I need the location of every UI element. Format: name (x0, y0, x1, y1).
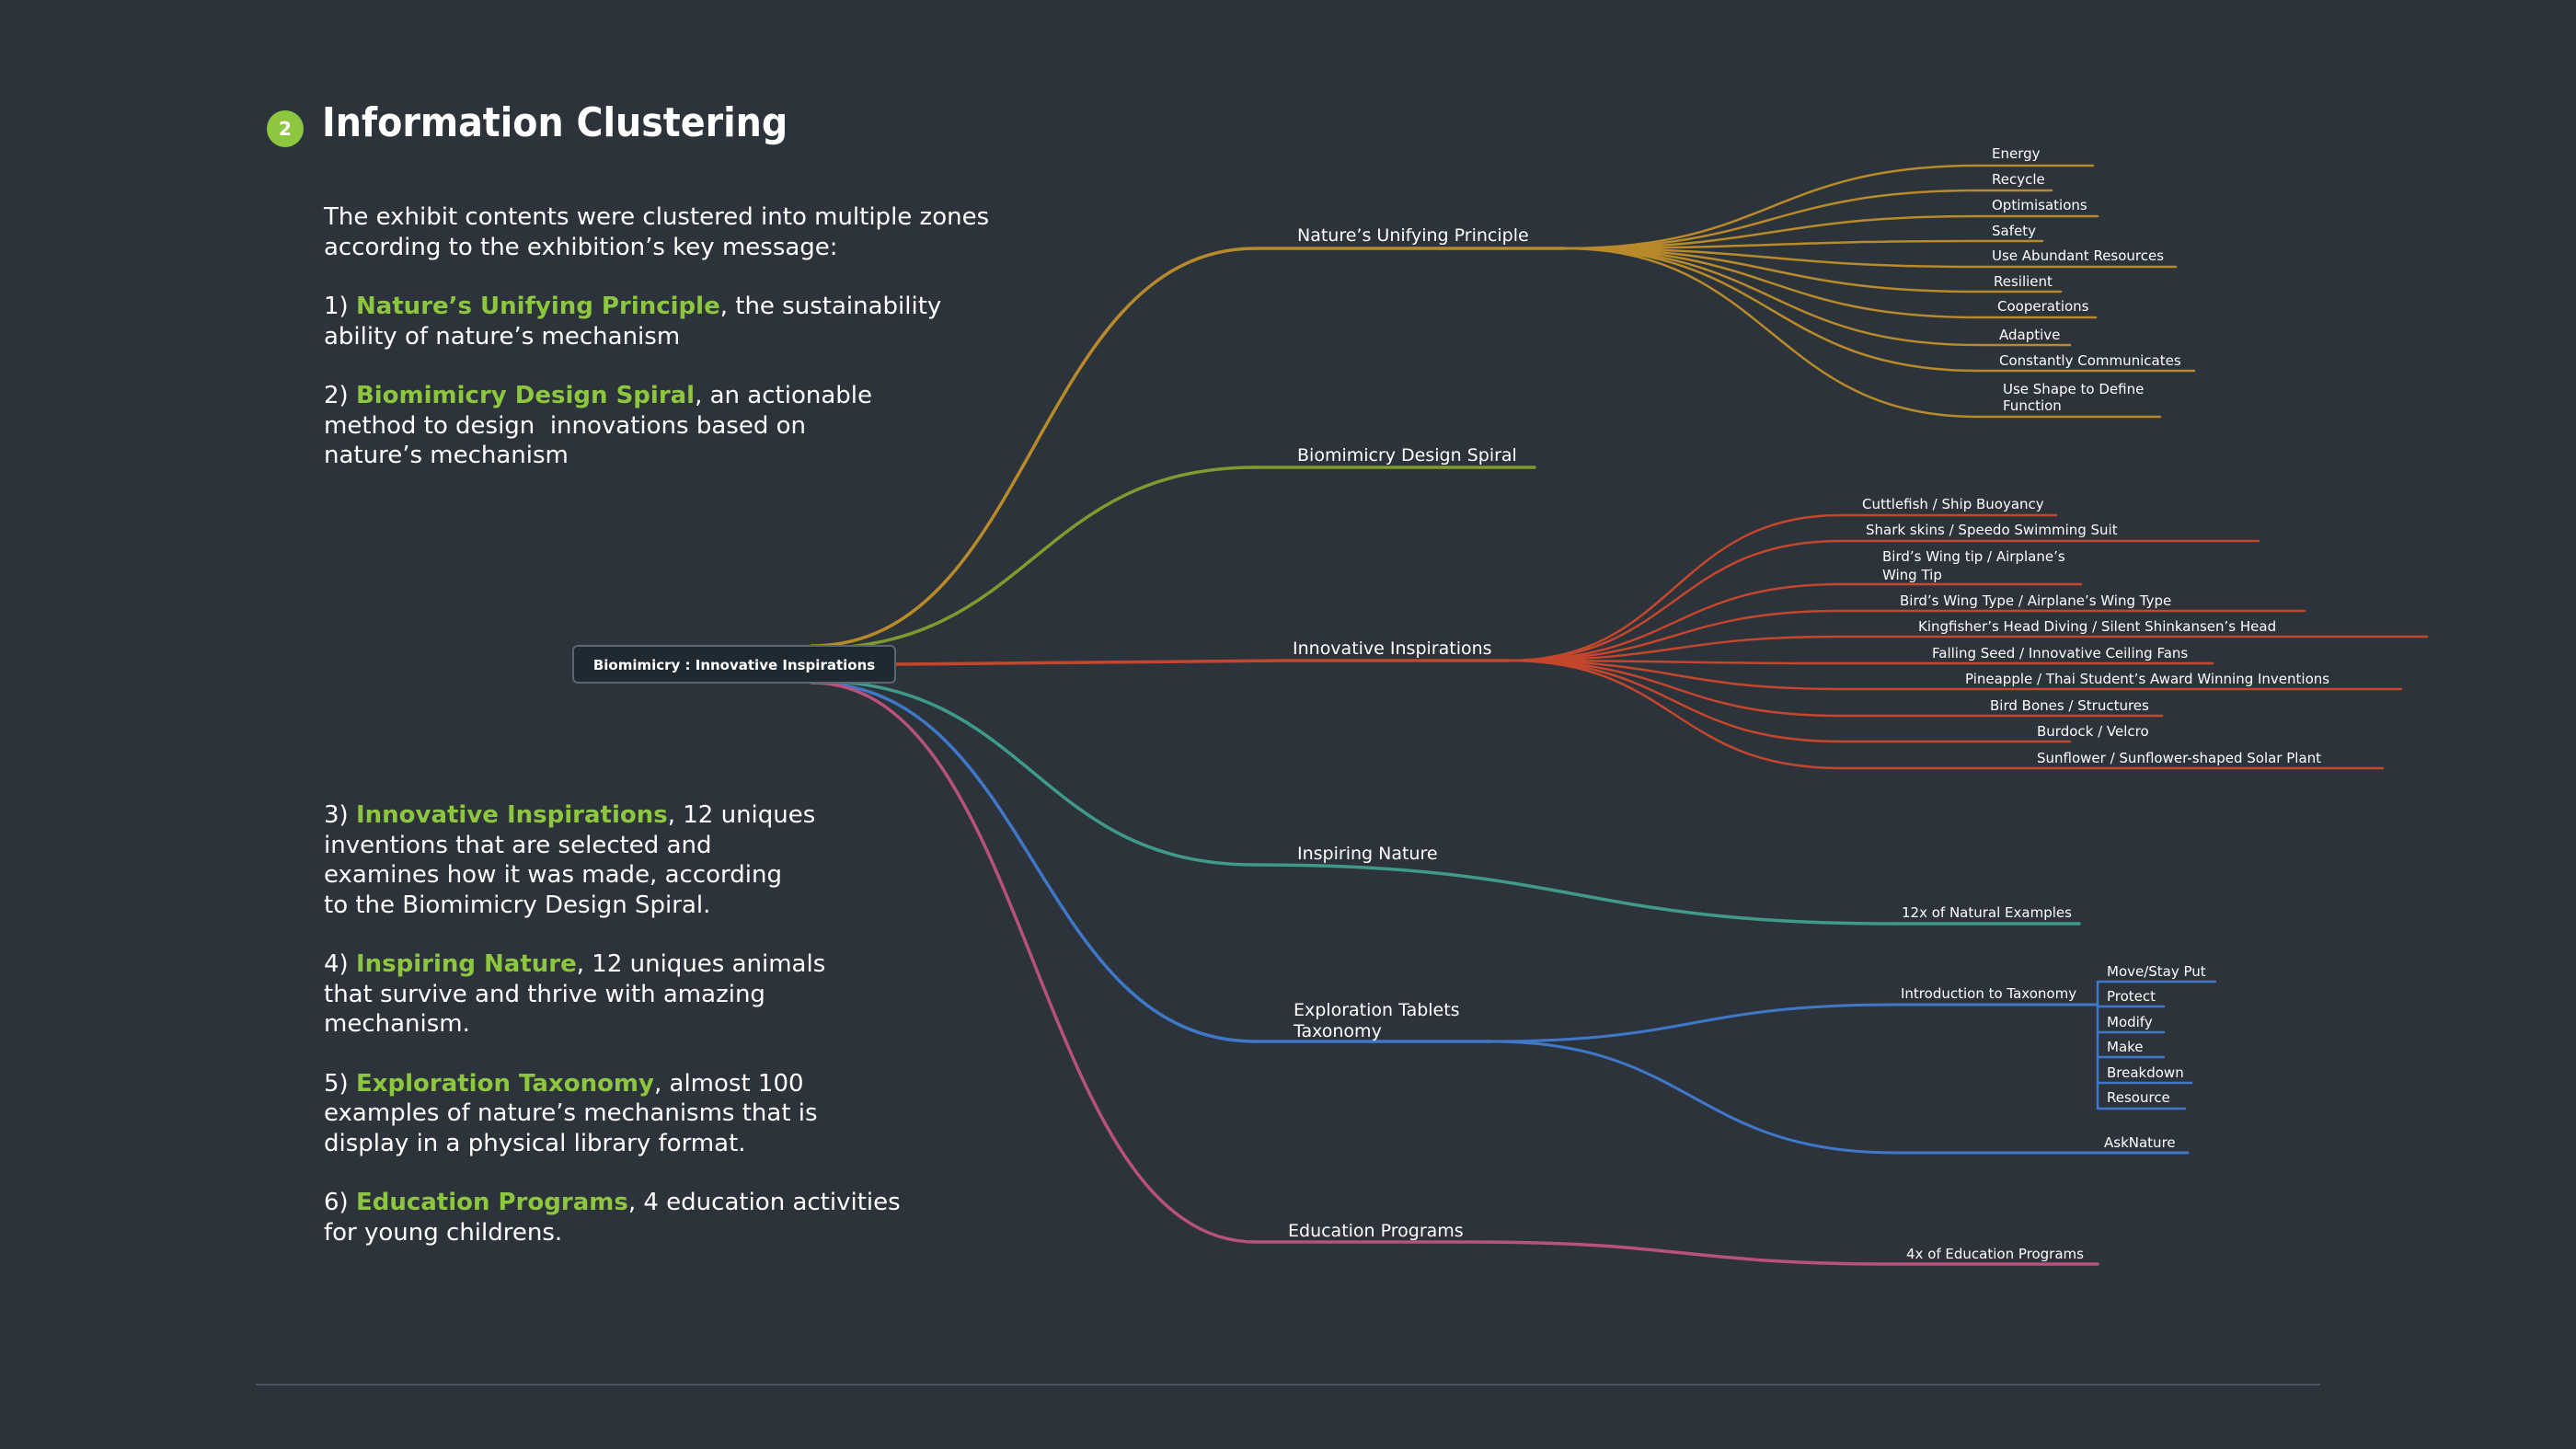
leaf-label: Breakdown (2107, 1064, 2184, 1081)
edge-innovative-leaf (1507, 659, 1842, 691)
root-node-label: Biomimicry : Innovative Inspirations (593, 657, 875, 673)
edge-inspiring-leaf (1254, 863, 1897, 926)
edge-principle-leaf (1562, 189, 1980, 250)
principle-leaves: Energy Recycle Optimisations Safety Use … (1992, 145, 2181, 414)
intro-item-education: 6) Education Programs, 4 education activ… (324, 1189, 901, 1247)
edge-innovative-leaf (1507, 659, 1842, 770)
mind-map-edges (810, 164, 2429, 1266)
edge-education-leaf (1470, 1240, 1897, 1266)
edge-innovative-leaf (1507, 582, 1842, 662)
leaf-label: Energy (1992, 145, 2041, 162)
leaf-label: Bird’s Wing tip / Airplane’s (1882, 548, 2065, 565)
edge-exploration-intro (1489, 1003, 1897, 1043)
edge-innovative-leaf (1507, 513, 1842, 662)
edge-principle-leaf (1562, 247, 1980, 419)
intro-item-inspiring: 4) Inspiring Nature, 12 uniques animals … (324, 950, 826, 1038)
edge-innovative-leaf (1507, 659, 1842, 665)
intro-text-top: The exhibit contents were clustered into… (324, 202, 1060, 500)
branch-labels: Nature’s Unifying Principle Biomimicry D… (1288, 225, 1529, 1241)
intro-item-principle: 1) Nature’s Unifying Principle, the sust… (324, 293, 942, 351)
leaf-label: Sunflower / Sunflower-shaped Solar Plant (2037, 750, 2321, 766)
leaf-label: Resource (2107, 1089, 2170, 1106)
branch-inspiring-label: Inspiring Nature (1297, 844, 1438, 864)
leaf-label: AskNature (2104, 1134, 2176, 1151)
mind-map-root[interactable]: Biomimicry : Innovative Inspirations (572, 645, 896, 684)
leaf-label: Use Shape to Define (2003, 381, 2144, 397)
edge-root-principle (810, 247, 1258, 648)
edge-innovative-leaf (1507, 659, 1842, 743)
branch-spiral-label: Biomimicry Design Spiral (1297, 445, 1517, 466)
intro-text-bottom: 3) Innovative Inspirations, 12 uniques i… (324, 800, 1060, 1277)
leaf-label: Modify (2107, 1014, 2153, 1030)
edge-innovative-leaf (1507, 635, 1842, 662)
branch-education-label: Education Programs (1288, 1221, 1464, 1241)
branch-exploration-label: Taxonomy (1293, 1021, 1382, 1041)
edge-root-exploration (810, 681, 1258, 1043)
edge-principle-leaf (1562, 247, 1980, 293)
leaf-label: Function (2003, 397, 2062, 414)
page-title: Information Clustering (322, 99, 788, 146)
leaf-label: Pineapple / Thai Student’s Award Winning… (1965, 671, 2329, 687)
branch-exploration-label: Exploration Tablets (1294, 1000, 1460, 1020)
leaf-label: Introduction to Taxonomy (1901, 985, 2076, 1002)
leaf-label: Wing Tip (1882, 567, 1942, 583)
intro-item-spiral: 2) Biomimicry Design Spiral, an actionab… (324, 382, 872, 469)
edge-innovative-leaf (1507, 609, 1842, 662)
innovative-leaves: Cuttlefish / Ship Buoyancy Shark skins /… (1862, 496, 2329, 766)
edge-principle-leaf (1562, 239, 1980, 250)
leaf-label: Shark skins / Speedo Swimming Suit (1866, 522, 2118, 538)
leaf-label: Adaptive (1999, 327, 2060, 343)
edge-principle-leaf (1562, 247, 1980, 319)
edge-principle-leaf (1562, 247, 1980, 347)
leaf-label: Make (2107, 1039, 2144, 1055)
edge-root-inspiring (810, 679, 1258, 867)
intro-item-name: Nature’s Unifying Principle (355, 293, 720, 320)
branch-innovative-label: Innovative Inspirations (1293, 638, 1492, 659)
edge-root-spiral (810, 466, 1258, 650)
leaf-label: Resilient (1994, 273, 2053, 290)
leaf-label: Cuttlefish / Ship Buoyancy (1862, 496, 2044, 512)
intro-item-name: Inspiring Nature (355, 950, 577, 978)
edge-exploration-asknature (1489, 1040, 1897, 1155)
bottom-divider (256, 1384, 2320, 1386)
edge-root-innovative (893, 659, 1290, 666)
leaf-label: Constantly Communicates (1999, 352, 2181, 369)
edge-principle-leaf (1562, 164, 1980, 250)
edge-innovative-leaf (1507, 539, 1842, 662)
leaf-label: 4x of Education Programs (1906, 1246, 2084, 1262)
leaf-label: 12x of Natural Examples (1902, 904, 2072, 921)
intro-item-name: Biomimicry Design Spiral (355, 382, 696, 409)
edge-root-education (810, 681, 1258, 1244)
intro-item-name: Exploration Taxonomy (355, 1069, 654, 1098)
leaf-label: Recycle (1992, 171, 2045, 188)
intro-lead: The exhibit contents were clustered into… (324, 203, 990, 261)
intro-item-exploration: 5) Exploration Taxonomy, almost 100 exam… (324, 1069, 818, 1157)
leaf-label: Protect (2107, 988, 2156, 1005)
leaf-label: Safety (1992, 223, 2036, 239)
leaf-label: Cooperations (1997, 298, 2089, 315)
leaf-label: Bird Bones / Structures (1990, 697, 2149, 714)
exploration-leaves: Introduction to Taxonomy Move/Stay Put P… (1901, 963, 2206, 1151)
intro-item-name: Education Programs (355, 1189, 628, 1216)
leaf-label: Burdock / Velcro (2037, 723, 2149, 740)
edge-principle-leaf (1562, 247, 1980, 269)
intro-item-innovative: 3) Innovative Inspirations, 12 uniques i… (324, 801, 816, 919)
edge-innovative-leaf (1507, 659, 1842, 718)
leaf-label: Use Abundant Resources (1992, 247, 2164, 264)
leaf-label: Bird’s Wing Type / Airplane’s Wing Type (1900, 592, 2171, 609)
intro-item-name: Innovative Inspirations (355, 801, 668, 829)
edge-principle-leaf (1562, 247, 1980, 373)
leaf-label: Kingfisher’s Head Diving / Silent Shinka… (1918, 618, 2276, 635)
root-node-box (572, 645, 896, 684)
leaf-label: Move/Stay Put (2107, 963, 2206, 980)
leaf-label: Falling Seed / Innovative Ceiling Fans (1932, 645, 2188, 661)
edge-principle-leaf (1562, 214, 1980, 250)
section-number-badge: 2 (267, 110, 304, 147)
branch-principle-label: Nature’s Unifying Principle (1297, 225, 1529, 246)
leaf-label: Optimisations (1992, 197, 2087, 213)
